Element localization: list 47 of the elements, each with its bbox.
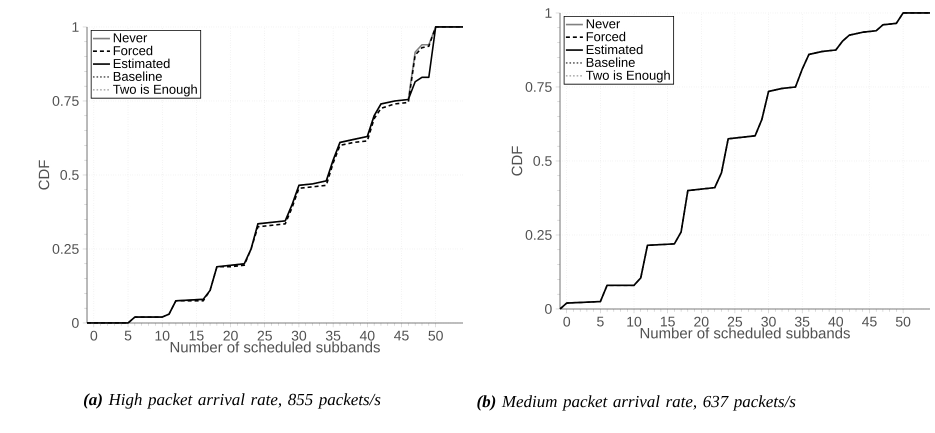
- y-tick-label: 0.25: [526, 230, 552, 240]
- text: (b) Medium packet arrival rate, 637 packets/s: [477, 395, 796, 411]
- x-tick-label: 0: [563, 316, 570, 327]
- x-tick-label: 0: [90, 330, 98, 341]
- x-tick-label: 10: [156, 330, 170, 341]
- y-tick-label: 0.5: [60, 170, 79, 180]
- y-tick-label: 0.25: [52, 244, 79, 254]
- x-axis-title: Number of scheduled subbands: [640, 327, 850, 338]
- legend-label: Baseline: [114, 71, 162, 81]
- y-axis-title: CDF: [512, 146, 522, 176]
- y-tick-label: 0: [545, 304, 552, 314]
- legend-label: Never: [114, 33, 148, 42]
- legend-label: Two is Enough: [586, 70, 670, 82]
- y-tick-label: 1: [72, 22, 79, 32]
- x-tick-label: 45: [394, 330, 409, 340]
- x-tick-label: 50: [896, 316, 910, 327]
- y-tick-label: 1: [546, 8, 552, 18]
- x-axis-title: Number of scheduled subbands: [170, 341, 380, 352]
- x-tick-label: 40: [360, 330, 375, 341]
- x-tick-label: 15: [190, 330, 204, 340]
- x-tick-label: 10: [627, 316, 642, 327]
- x-tick-label: 25: [258, 330, 272, 341]
- x-tick-label: 50: [428, 330, 443, 341]
- legend-label: Two is Enough: [113, 84, 197, 96]
- x-tick-label: 25: [728, 316, 742, 327]
- x-tick-label: 15: [660, 316, 675, 326]
- x-tick-label: 35: [326, 330, 340, 341]
- x-tick-label: 45: [862, 316, 877, 326]
- legend-label: Forced: [586, 32, 626, 42]
- legend-label: Never: [586, 19, 620, 28]
- x-tick-label: 35: [794, 316, 810, 327]
- legend-label: Forced: [114, 46, 152, 56]
- x-tick-label: 30: [761, 316, 776, 327]
- x-tick-label: 5: [597, 316, 604, 326]
- x-tick-label: 40: [828, 316, 844, 327]
- x-tick-label: 20: [224, 330, 238, 341]
- y-axis-title: CDF: [38, 160, 50, 190]
- text: (a) High packet arrival rate, 855 packets/s: [84, 393, 380, 409]
- legend-label: Baseline: [586, 57, 635, 67]
- y-tick-label: 0.75: [52, 96, 79, 106]
- y-tick-label: 0.75: [526, 82, 552, 92]
- x-tick-label: 30: [292, 330, 306, 341]
- legend-label: Estimated: [114, 58, 170, 68]
- x-tick-label: 5: [124, 330, 132, 340]
- legend-label: Estimated: [586, 44, 642, 54]
- x-tick-label: 20: [694, 316, 708, 327]
- y-tick-label: 0.5: [533, 156, 552, 166]
